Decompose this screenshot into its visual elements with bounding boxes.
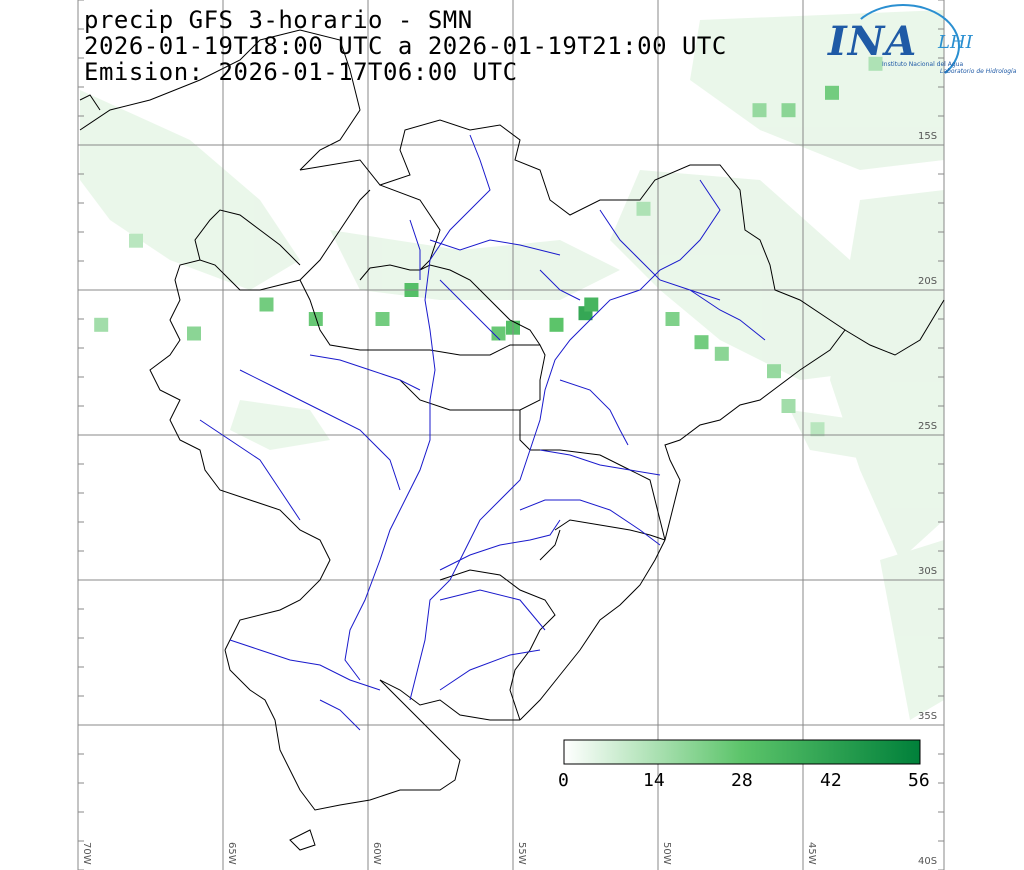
precip-area-bolivia [80, 90, 300, 290]
coast-uruguay [519, 539, 666, 721]
precip-cell [810, 422, 825, 437]
border-bolivia-south [194, 209, 301, 266]
river-pilcomayo [239, 369, 401, 491]
border-brazil-south [519, 410, 666, 541]
border-argentina-north [149, 189, 371, 651]
precip-cell [129, 233, 143, 248]
lon-label-50w: 50W [661, 842, 672, 865]
river-cuiaba [429, 239, 561, 256]
lat-label-25s: 25S [918, 421, 938, 432]
map-title: precip GFS 3-horario - SMN [84, 6, 473, 34]
river-uruguay-south [439, 649, 541, 691]
colorbar [563, 739, 921, 765]
lon-label-55w: 55W [516, 842, 527, 865]
border-rio-grande [554, 519, 666, 541]
river-pardo [539, 269, 581, 301]
river-grande [599, 209, 721, 301]
border-paraguay-north [359, 264, 541, 346]
lon-label-45w: 45W [806, 842, 817, 865]
river-uruguay [439, 519, 561, 571]
lon-label-65w: 65W [226, 842, 237, 865]
border-misc [539, 529, 561, 561]
coast-buenos-aires [224, 649, 461, 811]
river-paraguay [344, 134, 491, 681]
coast-rio [844, 299, 945, 356]
precip-cell [259, 297, 274, 312]
edge-ticks [78, 0, 944, 870]
precip-cell [584, 297, 599, 312]
precip-cell [767, 364, 781, 379]
precip-cell [549, 317, 564, 332]
colorbar-tick-0: 0 [558, 770, 569, 791]
logo-arc [846, 4, 960, 88]
river-taquari [409, 219, 421, 280]
precip-cell [825, 85, 839, 100]
precip-cell [308, 312, 323, 326]
border-bolivia-brazil [379, 184, 441, 271]
river-salado-south [229, 639, 381, 691]
lat-label-35s: 35S [918, 711, 938, 722]
lat-label-40s: 40S [918, 856, 938, 867]
border-uruguay [439, 569, 556, 721]
river-colorado [319, 699, 361, 731]
colorbar-tick-28: 28 [731, 770, 753, 791]
precip-area-west [230, 400, 330, 450]
river-parana-upper [529, 179, 721, 451]
border-brazil-coast [299, 119, 846, 541]
precip-cell [187, 326, 201, 341]
logo-ina-text: INA [828, 18, 918, 65]
rivers [199, 134, 766, 731]
precip-area-atlantic [830, 190, 944, 560]
map-valid-time: 2026-01-19T18:00 UTC a 2026-01-19T21:00 … [84, 32, 727, 60]
colorbar-tick-56: 56 [908, 770, 930, 791]
colorbar-tick-14: 14 [643, 770, 665, 791]
country-borders [79, 29, 945, 851]
river-negro [439, 589, 546, 631]
river-salado [199, 419, 301, 521]
border-coast-pacific [79, 94, 101, 111]
coast-rio-de-la-plata [379, 679, 520, 721]
precip-area-chaco [330, 230, 620, 300]
logo-subtitle-lab: Laboratorio de Hidrología [940, 68, 1017, 75]
precip-cell [375, 312, 390, 326]
precip-cell [694, 335, 709, 350]
lat-label-30s: 30S [918, 566, 938, 577]
logo-subtitle-institute: Instituto Nacional del Agua [882, 61, 964, 68]
river-bermejo [309, 354, 421, 391]
river-paranapanema [559, 379, 629, 446]
river-uruguay-upper [519, 499, 661, 546]
river-miranda [439, 279, 501, 341]
river-parana [409, 449, 531, 701]
precip-cell [636, 201, 651, 216]
precip-cell [752, 103, 767, 118]
precip-cell [714, 346, 729, 361]
border-peru-bolivia [79, 29, 361, 171]
precip-cell [491, 326, 506, 341]
river-tiete [689, 289, 766, 341]
map-issue-time: Emision: 2026-01-17T06:00 UTC [84, 58, 518, 86]
lon-label-60w: 60W [371, 842, 382, 865]
precip-area-brazil [610, 170, 900, 380]
precip-cell [94, 317, 109, 332]
ina-lhi-logo: INA LHI Instituto Nacional del Agua Labo… [820, 4, 1020, 88]
precip-cell [665, 312, 680, 326]
lat-label-20s: 20S [918, 276, 938, 287]
island [289, 829, 316, 851]
border-paraguay [299, 279, 546, 411]
logo-lhi-text: LHI [938, 32, 973, 53]
colorbar-tick-42: 42 [820, 770, 842, 791]
precip-cell [781, 399, 796, 413]
precip-cell [781, 103, 796, 118]
precip-area-south-atlantic [880, 540, 944, 720]
lat-label-15s: 15S [918, 131, 938, 142]
river-iguazu [539, 449, 661, 476]
lon-label-70w: 70W [81, 842, 92, 865]
